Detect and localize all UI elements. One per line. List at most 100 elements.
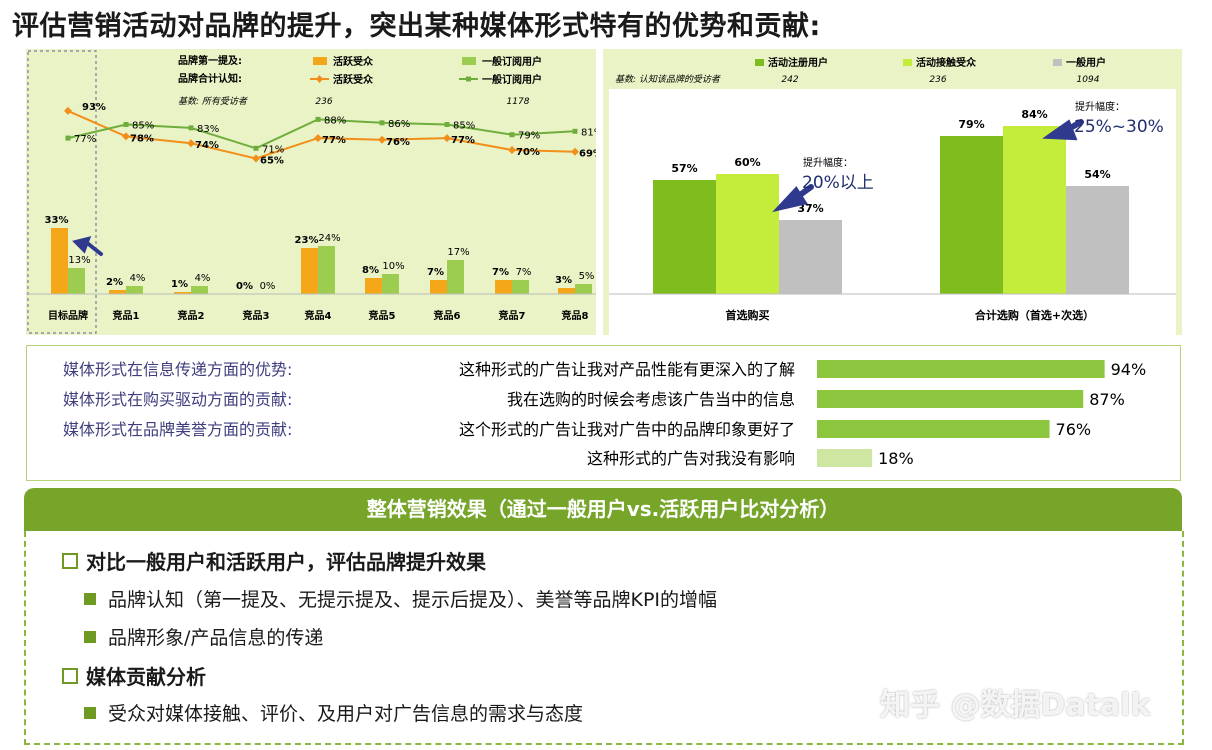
statement-label: 这种形式的广告对我没有影响 [587, 449, 795, 468]
bar-value-label: 24% [318, 233, 340, 244]
category-label: 竞品3 [242, 309, 270, 322]
square-bullet-icon [84, 592, 96, 605]
bar-value-label: 5% [579, 271, 595, 282]
bar [1003, 126, 1066, 294]
line-point-active [508, 146, 516, 154]
category-label: 目标品牌 [48, 309, 88, 322]
annotation-text: 25%~30% [1074, 117, 1164, 137]
summary-item-text: 媒体贡献分析 [86, 665, 206, 689]
media-contribution-chart: 媒体形式在信息传递方面的优势: 这种形式的广告让我对产品性能有更深入的了解 94% 媒… [63, 360, 1147, 468]
bar-value-label: 84% [1021, 108, 1047, 121]
bar-value-label: 7% [427, 267, 444, 278]
category-label: 竞品1 [112, 309, 140, 322]
line-value-label: 77% [322, 135, 346, 146]
legend-swatch [755, 59, 764, 66]
arrow-icon [772, 184, 814, 213]
bar-general [512, 280, 529, 294]
media-contribution-panel: 媒体形式在信息传递方面的优势: 这种形式的广告让我对产品性能有更深入的了解 94% 媒… [26, 345, 1181, 481]
legend-text: 一般用户 [1066, 56, 1106, 69]
target-brand-highlight [27, 50, 97, 334]
summary-sub-text: 受众对媒体接触、评价、及用户对广告信息的需求与态度 [108, 703, 584, 725]
line-value-label: 88% [324, 115, 346, 126]
category-label: 首选购买 [726, 308, 770, 322]
summary-sub-item: 受众对媒体接触、评价、及用户对广告信息的需求与态度 [84, 699, 583, 726]
bar-value-label: 2% [106, 277, 123, 288]
base-value: 236 [929, 75, 946, 85]
bar-active [51, 228, 68, 294]
line-point-general [123, 122, 129, 127]
line-value-label: 81% [581, 127, 596, 138]
bar-value-label: 33% [45, 215, 69, 226]
category-label: 合计选购（首选+次选） [975, 308, 1094, 322]
watermark: 知乎 @数据Datalk [880, 688, 1151, 723]
line-point-active [252, 154, 260, 163]
category-label: 竞品2 [177, 309, 205, 322]
legend-swatch [903, 59, 912, 66]
bar-active [558, 288, 575, 294]
bar-value-label: 94% [1111, 360, 1147, 379]
legend-marker-green [466, 76, 471, 82]
line-point-general [379, 120, 385, 126]
legend-text: 一般订阅用户 [482, 73, 542, 86]
brand-awareness-chart-panel: 品牌第一提及: 品牌合计认知: 活跃受众 一般订阅用户 活跃受众 一般订阅用户 基数: 所有… [26, 49, 603, 335]
bar-value-label: 23% [295, 235, 319, 246]
line-point-active [64, 106, 72, 115]
bar-value-label: 0% [260, 281, 276, 292]
category-label: 竞品8 [561, 309, 589, 322]
bar-value-label: 10% [382, 261, 404, 272]
line-point-active [187, 139, 195, 148]
summary-sub-text: 品牌形象/产品信息的传递 [108, 627, 324, 649]
bar-value-label: 79% [958, 118, 984, 131]
statement-label: 我在选购的时候会考虑该广告当中的信息 [507, 390, 795, 409]
line-value-label: 74% [195, 140, 219, 151]
legend-swatch [1053, 59, 1062, 66]
bar-active [174, 292, 191, 294]
legend-swatch-green-bar [462, 57, 476, 65]
bar-general [382, 274, 399, 294]
line-value-label: 79% [518, 131, 540, 142]
bar [940, 136, 1003, 294]
legend-text: 活跃受众 [333, 55, 374, 68]
base-label: 基数: 所有受访者 [178, 96, 248, 107]
purchase-intent-chart: 活动注册用户 242 活动接触受众 236 一般用户 1094 基数: 认知该品牌的受访者 5… [609, 56, 1176, 335]
base-value: 1178 [507, 97, 530, 107]
hollow-square-bullet-icon [62, 552, 78, 569]
line-point-active [443, 134, 451, 143]
line-value-label: 69% [579, 149, 596, 160]
legend-text: 活动接触受众 [916, 56, 977, 69]
legend-text: 活跃受众 [333, 73, 374, 86]
bar-general [191, 286, 208, 294]
bar [653, 180, 716, 294]
summary-sub-text: 品牌认知（第一提及、无提示提及、提示后提及）、美誉等品牌KPI的增幅 [108, 589, 718, 611]
summary-item: 媒体贡献分析 [62, 661, 206, 690]
base-label: 基数: 认知该品牌的受访者 [615, 74, 721, 85]
bar-value-label: 17% [447, 247, 469, 258]
line-value-label: 77% [74, 134, 96, 145]
bar-value-label: 3% [555, 275, 572, 286]
bar-value-label: 60% [734, 156, 760, 169]
legend-text: 活动注册用户 [768, 56, 828, 69]
hollow-square-bullet-icon [62, 667, 78, 684]
line-value-label: 76% [386, 137, 410, 148]
bar-value-label: 4% [130, 273, 146, 284]
line-point-general [315, 116, 321, 122]
bar-value-label: 18% [878, 449, 914, 468]
bar-general [447, 260, 464, 294]
bar-general [126, 286, 143, 294]
bar [779, 220, 842, 294]
statement-label: 这种形式的广告让我对产品性能有更深入的了解 [459, 360, 795, 379]
legend-label: 品牌第一提及: [178, 54, 242, 67]
summary-box [24, 531, 1184, 745]
page-title: 评估营销活动对品牌的提升，突出某种媒体形式特有的优势和贡献: [12, 11, 821, 42]
summary-sub-item: 品牌形象/产品信息的传递 [84, 623, 323, 650]
bar [1066, 186, 1129, 294]
bar-general [68, 268, 85, 294]
arrow-icon [1042, 119, 1084, 141]
bar-active [430, 280, 447, 294]
summary-item: 对比一般用户和活跃用户，评估品牌提升效果 [62, 546, 486, 575]
arrow-icon [72, 236, 103, 256]
line-value-label: 70% [516, 147, 540, 158]
bar-active [301, 248, 318, 294]
line-point-active [378, 135, 386, 144]
